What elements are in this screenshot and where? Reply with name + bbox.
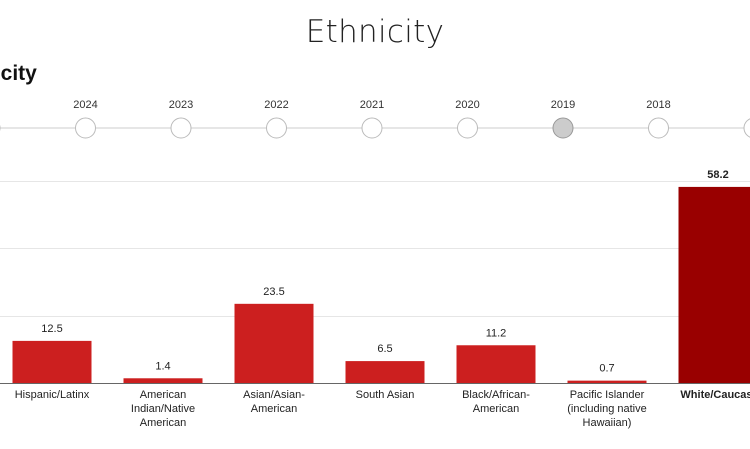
category-label: Black/African- <box>462 389 530 401</box>
category-label: American <box>140 417 186 429</box>
bar[interactable] <box>345 361 425 383</box>
category-label: (including native <box>567 403 647 415</box>
category-labels: Hispanic/Latinx American Indian/Native Amer… <box>15 389 750 429</box>
bar[interactable] <box>12 340 92 383</box>
timeline-year-label: 2023 <box>169 99 193 111</box>
bar-value-label: 0.7 <box>599 363 614 375</box>
bar[interactable] <box>123 378 203 383</box>
bar-value-label: 1.4 <box>155 360 170 372</box>
timeline-year-label: 2022 <box>264 99 288 111</box>
chart-title: nicity <box>0 62 37 85</box>
category-label: Hispanic/Latinx <box>15 389 90 401</box>
page-title: Ethnicity <box>305 14 445 50</box>
category-label: American <box>473 403 519 415</box>
bar-value-label: 12.5 <box>41 323 62 335</box>
chart-gridlines <box>0 181 750 384</box>
bar-value-label: 58.2 <box>707 169 728 181</box>
bar[interactable] <box>567 380 647 383</box>
category-label: American <box>140 389 186 401</box>
timeline-year-label: 2021 <box>360 99 384 111</box>
timeline-year-label: 2024 <box>73 99 97 111</box>
bar[interactable] <box>678 186 750 383</box>
timeline-year-label: 2019 <box>551 99 575 111</box>
category-label: Indian/Native <box>131 403 195 415</box>
category-label: Hawaiian) <box>583 417 632 429</box>
timeline-year-label: 2020 <box>455 99 479 111</box>
timeline-dot[interactable] <box>170 117 192 139</box>
bar[interactable] <box>234 303 314 383</box>
timeline-dot[interactable] <box>361 117 383 139</box>
category-label: Pacific Islander <box>570 389 645 401</box>
category-label: American <box>251 403 297 415</box>
category-label: South Asian <box>356 389 415 401</box>
year-timeline[interactable]: 520242023202220212020201920182 <box>0 99 750 139</box>
timeline-dot[interactable] <box>648 117 669 139</box>
timeline-dot-selected[interactable] <box>552 117 574 139</box>
category-label: White/Caucasi <box>680 389 750 401</box>
bar-value-label: 23.5 <box>263 286 284 298</box>
bar-value-label: 6.5 <box>377 343 392 355</box>
bar-value-label: 11.2 <box>486 327 507 339</box>
timeline-year-label: 2018 <box>646 99 670 111</box>
category-label: Asian/Asian- <box>243 389 305 401</box>
timeline-dot[interactable] <box>75 117 96 139</box>
timeline-dot[interactable] <box>266 117 287 139</box>
chart-bars: 12.5 1.4 23.5 6.5 11.2 0.7 58.2 <box>12 169 750 383</box>
timeline-dot[interactable] <box>457 117 478 139</box>
timeline-dot[interactable] <box>743 118 750 138</box>
bar[interactable] <box>456 345 536 383</box>
